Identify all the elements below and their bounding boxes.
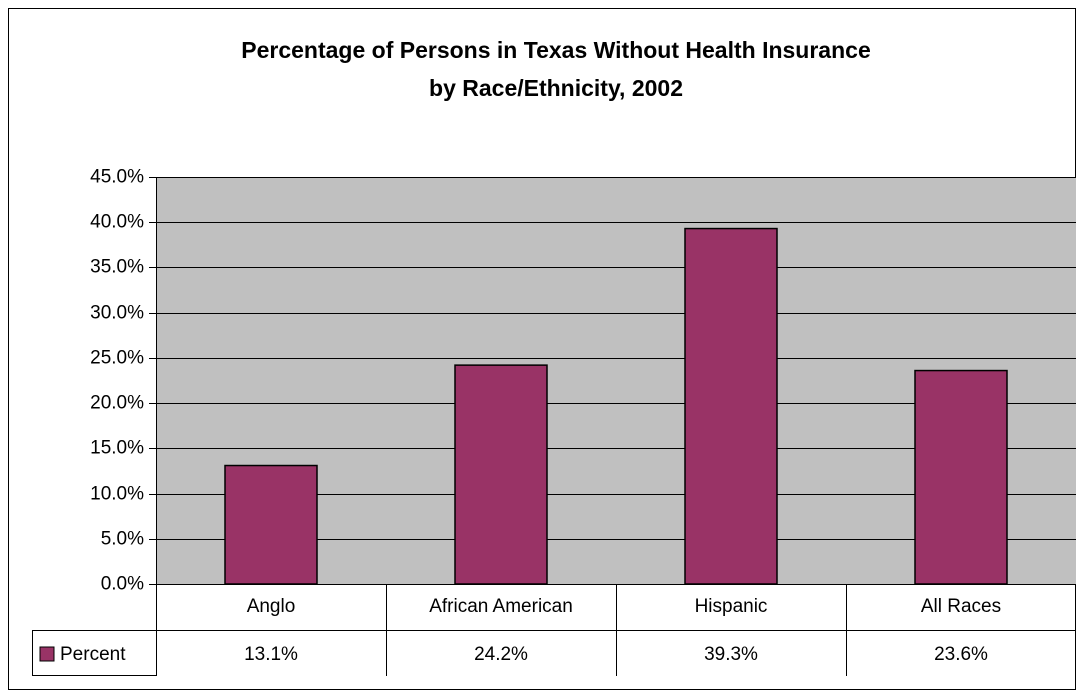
bar xyxy=(914,369,1008,585)
chart-title: by Race/Ethnicity, 2002 xyxy=(429,75,683,101)
y-tick-label: 10.0% xyxy=(90,484,144,505)
bar xyxy=(684,227,778,585)
y-tick-label: 20.0% xyxy=(90,393,144,414)
legend-swatch xyxy=(39,646,55,662)
x-tick-label: Anglo xyxy=(247,596,296,617)
bar xyxy=(454,364,548,585)
data-label: 13.1% xyxy=(244,644,298,665)
y-tick-label: 25.0% xyxy=(90,348,144,369)
y-tick-label: 40.0% xyxy=(90,212,144,233)
x-tick-label: All Races xyxy=(921,596,1001,617)
y-tick-label: 15.0% xyxy=(90,438,144,459)
data-label: 23.6% xyxy=(934,644,988,665)
data-label: 39.3% xyxy=(704,644,758,665)
y-tick-label: 5.0% xyxy=(101,529,144,550)
y-tick-label: 45.0% xyxy=(90,167,144,188)
y-tick-label: 35.0% xyxy=(90,257,144,278)
data-label: 24.2% xyxy=(474,644,528,665)
x-tick-label: African American xyxy=(429,596,573,617)
x-tick-label: Hispanic xyxy=(695,596,768,617)
y-tick-label: 30.0% xyxy=(90,303,144,324)
chart-title: Percentage of Persons in Texas Without H… xyxy=(241,37,870,63)
y-tick-label: 0.0% xyxy=(101,574,144,595)
legend-label: Percent xyxy=(60,644,126,665)
bar xyxy=(224,464,318,585)
